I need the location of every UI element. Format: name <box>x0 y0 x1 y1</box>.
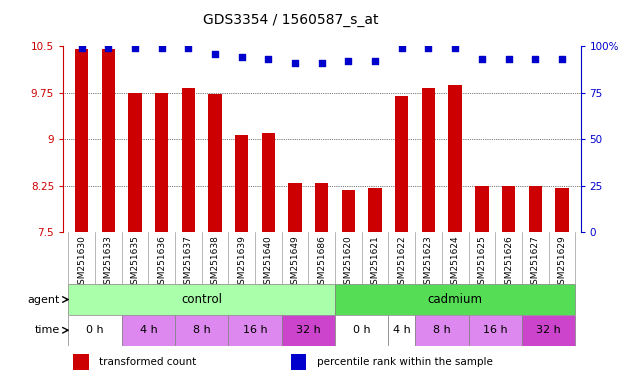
Point <box>530 56 540 62</box>
Bar <box>175 315 228 346</box>
Bar <box>468 315 522 346</box>
Text: 0 h: 0 h <box>353 325 370 335</box>
Point <box>450 45 460 51</box>
Point <box>184 45 194 51</box>
Text: GSM251621: GSM251621 <box>370 235 380 290</box>
Text: agent: agent <box>28 295 60 305</box>
Point <box>397 45 407 51</box>
Text: 32 h: 32 h <box>296 325 321 335</box>
Text: GDS3354 / 1560587_s_at: GDS3354 / 1560587_s_at <box>203 13 378 27</box>
Text: 16 h: 16 h <box>243 325 268 335</box>
Text: GSM251629: GSM251629 <box>557 235 567 290</box>
Bar <box>395 96 408 232</box>
Bar <box>102 49 115 232</box>
Bar <box>122 315 175 346</box>
Bar <box>315 183 329 232</box>
Bar <box>282 315 335 346</box>
Text: 4 h: 4 h <box>393 325 411 335</box>
Bar <box>208 94 221 232</box>
Text: GSM251636: GSM251636 <box>157 235 167 290</box>
Bar <box>415 315 468 346</box>
Bar <box>68 315 122 346</box>
Text: GSM251638: GSM251638 <box>211 235 220 290</box>
Point <box>103 45 114 51</box>
Bar <box>262 133 275 232</box>
Text: 8 h: 8 h <box>433 325 451 335</box>
Text: cadmium: cadmium <box>428 293 483 306</box>
Bar <box>449 84 462 232</box>
Bar <box>422 88 435 232</box>
Bar <box>155 93 168 232</box>
Bar <box>73 354 89 370</box>
Point <box>317 60 327 66</box>
Bar <box>182 88 195 232</box>
Text: percentile rank within the sample: percentile rank within the sample <box>317 357 493 367</box>
Text: 32 h: 32 h <box>536 325 561 335</box>
Bar <box>369 188 382 232</box>
Text: GSM251623: GSM251623 <box>424 235 433 290</box>
Point <box>130 45 140 51</box>
Bar <box>288 183 302 232</box>
Bar <box>75 49 88 232</box>
Bar <box>529 186 542 232</box>
Bar <box>522 315 575 346</box>
Point <box>423 45 433 51</box>
Text: GSM251640: GSM251640 <box>264 235 273 290</box>
Bar <box>335 284 575 315</box>
Text: GSM251625: GSM251625 <box>477 235 487 290</box>
Point <box>290 60 300 66</box>
Text: GSM251633: GSM251633 <box>104 235 113 290</box>
Bar <box>389 315 415 346</box>
Text: 0 h: 0 h <box>86 325 104 335</box>
Text: GSM251686: GSM251686 <box>317 235 326 290</box>
Text: GSM251649: GSM251649 <box>291 235 300 290</box>
Point <box>557 56 567 62</box>
Text: GSM251627: GSM251627 <box>531 235 540 290</box>
Text: GSM251635: GSM251635 <box>131 235 139 290</box>
Point <box>504 56 514 62</box>
Point <box>263 56 273 62</box>
Bar <box>129 93 142 232</box>
Point <box>77 45 87 51</box>
Bar <box>502 186 515 232</box>
Point <box>477 56 487 62</box>
Text: GSM251630: GSM251630 <box>77 235 86 290</box>
Bar <box>342 190 355 232</box>
Text: GSM251622: GSM251622 <box>398 235 406 290</box>
Bar <box>555 188 569 232</box>
Point <box>156 45 167 51</box>
Text: 8 h: 8 h <box>193 325 211 335</box>
Text: GSM251626: GSM251626 <box>504 235 513 290</box>
Point <box>370 58 380 64</box>
Text: time: time <box>35 325 60 335</box>
Text: transformed count: transformed count <box>99 357 197 367</box>
Text: GSM251639: GSM251639 <box>237 235 246 290</box>
Point <box>210 50 220 56</box>
Bar <box>68 284 335 315</box>
Point <box>343 58 353 64</box>
Bar <box>291 354 306 370</box>
Text: 16 h: 16 h <box>483 325 507 335</box>
Bar <box>228 315 282 346</box>
Bar <box>235 135 249 232</box>
Text: GSM251637: GSM251637 <box>184 235 193 290</box>
Text: GSM251624: GSM251624 <box>451 235 459 290</box>
Point <box>237 54 247 60</box>
Text: control: control <box>181 293 222 306</box>
Text: 4 h: 4 h <box>139 325 157 335</box>
Text: GSM251620: GSM251620 <box>344 235 353 290</box>
Bar <box>335 315 389 346</box>
Bar <box>475 186 488 232</box>
